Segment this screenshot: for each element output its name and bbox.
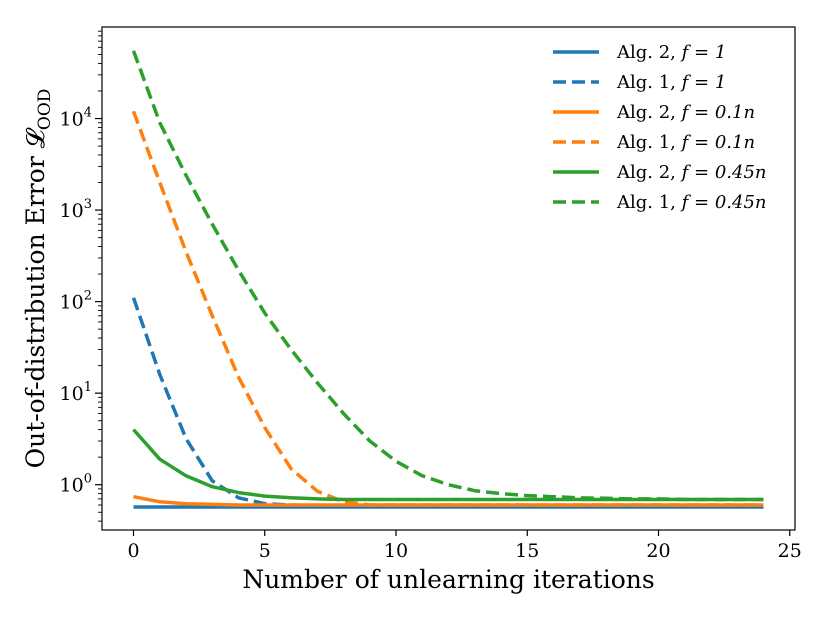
x-axis-label: Number of unlearning iterations: [242, 565, 654, 594]
y-tick-label: 104: [60, 106, 92, 131]
x-tick-label: 0: [127, 540, 139, 562]
y-tick-label: 102: [60, 289, 92, 314]
series-layer: [131, 50, 764, 509]
y-tick-label: 100: [60, 472, 92, 497]
y-tick-label: 101: [60, 380, 92, 405]
series-line-5: [132, 428, 764, 502]
series-line-2: [131, 297, 764, 509]
series-line-6: [131, 50, 764, 502]
plot-frame: [101, 26, 796, 531]
legend-label-6: Alg. 1, f = 0.45n: [616, 192, 766, 213]
x-tick-label: 25: [778, 540, 802, 562]
legend-label-3: Alg. 2, f = 0.1n: [616, 102, 755, 123]
x-tick-label: 15: [515, 540, 539, 562]
legend: Alg. 2, f = 1 Alg. 1, f = 1 Alg. 2, f = 0.…: [553, 42, 766, 213]
y-axis-label: Out-of-distribution Error 𝓛OOD: [21, 89, 55, 469]
series-line-4: [131, 110, 764, 507]
legend-label-1: Alg. 2, f = 1: [616, 42, 726, 63]
x-tick-label: 20: [646, 540, 670, 562]
legend-label-5: Alg. 2, f = 0.45n: [616, 162, 766, 183]
legend-label-2: Alg. 1, f = 1: [616, 72, 726, 93]
legend-label-4: Alg. 1, f = 0.1n: [616, 132, 755, 153]
x-tick-label: 10: [384, 540, 408, 562]
x-tick-label: 5: [259, 540, 271, 562]
y-tick-label: 103: [60, 197, 92, 222]
ticks-layer: 0 5 10 15 20 25 100 101 102 103 104: [60, 30, 802, 562]
